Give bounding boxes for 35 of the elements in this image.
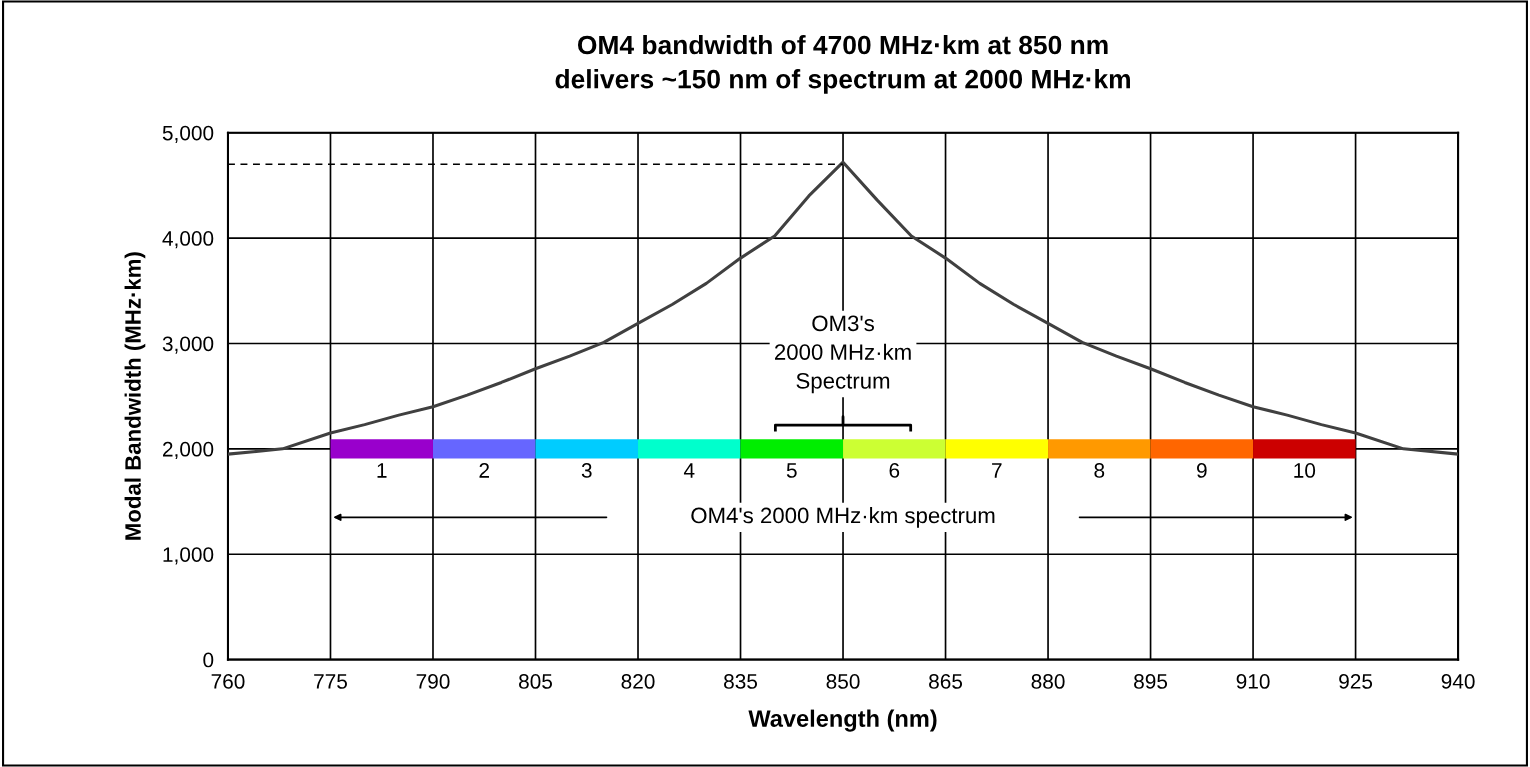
- line-series: [227, 160, 1459, 456]
- x-tick-label: 760: [211, 674, 245, 689]
- y-tick-label: 0: [203, 652, 214, 668]
- x-tick-label: 820: [621, 674, 655, 689]
- y-tick-label: 5,000: [162, 125, 214, 143]
- annotation: OM4's 2000 MHz·km spectrum: [691, 506, 995, 528]
- y-tick-label: 4,000: [162, 231, 214, 249]
- y-axis-title: Modal Bandwidth (MHz·km): [124, 252, 146, 540]
- y-tick-label: 1,000: [163, 547, 214, 565]
- x-tick-label: 790: [416, 674, 450, 689]
- x-tick-label: 775: [314, 674, 347, 689]
- x-tick-label: 835: [724, 674, 758, 689]
- series-label: 8: [1094, 463, 1105, 478]
- annotation: OM3's 2000 MHz·km Spectrum: [775, 315, 911, 394]
- chart-title: OM4 bandwidth of 4700 MHz·km at 850 nm delivers ~150 nm of spectrum at 2000 MHz·km: [555, 34, 1130, 94]
- x-tick-label: 805: [519, 674, 553, 689]
- x-tick-label: 925: [1339, 674, 1373, 689]
- series-label: 1: [377, 463, 387, 478]
- series-label: 9: [1197, 463, 1207, 478]
- y-tick-label: 3,000: [162, 336, 214, 354]
- x-tick-label: 910: [1236, 674, 1270, 689]
- series-label: 3: [581, 463, 592, 478]
- x-tick-label: 940: [1441, 674, 1475, 689]
- series-label: 2: [479, 463, 489, 478]
- x-tick-label: 895: [1134, 674, 1168, 689]
- series-label: 5: [786, 463, 797, 478]
- series-label: 4: [683, 463, 695, 478]
- y-tick-label: 2,000: [163, 441, 214, 460]
- series-label: 10: [1294, 463, 1316, 478]
- series-label: 6: [889, 463, 900, 478]
- x-axis-title: Wavelength (nm): [748, 709, 937, 732]
- series-label: 7: [992, 463, 1002, 478]
- x-tick-label: 880: [1031, 674, 1065, 689]
- x-tick-label: 865: [929, 674, 963, 689]
- x-tick-label: 850: [826, 674, 860, 689]
